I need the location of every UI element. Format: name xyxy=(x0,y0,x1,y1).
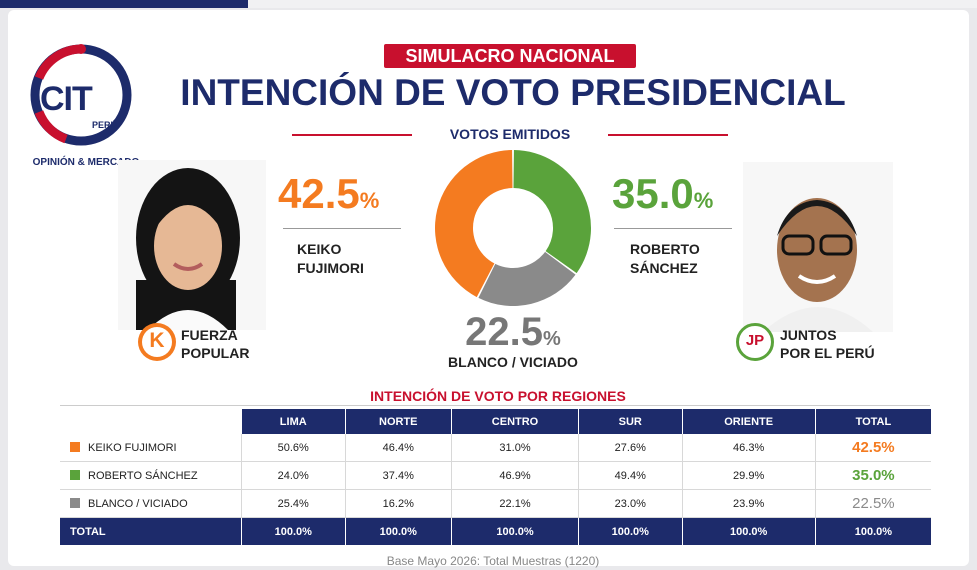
roberto-party: JUNTOS POR EL PERÚ xyxy=(780,326,875,362)
table-row-keiko: KEIKO FUJIMORI 50.6% 46.4% 31.0% 27.6% 4… xyxy=(60,434,931,462)
logo-country: PERÚ xyxy=(92,120,118,130)
header-cell: NORTE xyxy=(344,409,452,434)
header-cell: TOTAL xyxy=(814,409,931,434)
table-cell: 29.9% xyxy=(681,461,816,490)
table-cell: 31.0% xyxy=(451,434,579,462)
table-cell: 46.4% xyxy=(344,434,452,462)
blanco-swatch xyxy=(70,497,80,508)
total-cell: 35.0% xyxy=(814,461,931,490)
fuerza-popular-logo-icon: K xyxy=(138,323,176,361)
roberto-name-line1: ROBERTO xyxy=(630,241,700,257)
top-strip xyxy=(248,0,977,8)
total-cell: 22.5% xyxy=(814,489,931,518)
keiko-party: FUERZA POPULAR xyxy=(181,326,249,362)
subtitle-left-rule xyxy=(292,134,412,136)
table-row-roberto: ROBERTO SÁNCHEZ 24.0% 37.4% 46.9% 49.4% … xyxy=(60,461,931,490)
top-accent-bar xyxy=(0,0,248,8)
table-cell: 46.3% xyxy=(681,434,816,462)
roberto-party-line1: JUNTOS xyxy=(780,327,837,343)
keiko-pct: 42.5% xyxy=(278,170,380,217)
row-label: KEIKO FUJIMORI xyxy=(60,434,242,462)
table-row-total: TOTAL 100.0% 100.0% 100.0% 100.0% 100.0%… xyxy=(60,517,931,545)
infographic-card: CIT PERÚ OPINIÓN & MERCADO SIMULACRO NAC… xyxy=(8,10,969,568)
table-cell: 100.0% xyxy=(681,517,816,545)
simulacro-badge: SIMULACRO NACIONAL xyxy=(384,44,636,68)
subtitle-right-rule xyxy=(608,134,728,136)
keiko-name: KEIKO FUJIMORI xyxy=(297,240,364,278)
roberto-name: ROBERTO SÁNCHEZ xyxy=(630,240,700,278)
donut-slice-roberto xyxy=(513,150,591,274)
logo-text: CIT xyxy=(40,80,93,118)
header-blank-cell xyxy=(60,409,242,434)
table-cell: 23.9% xyxy=(681,489,816,518)
donut-slice-blanco xyxy=(478,251,576,306)
row-label: TOTAL xyxy=(60,517,242,545)
table-cell: 24.0% xyxy=(241,461,345,490)
keiko-party-line1: FUERZA xyxy=(181,327,238,343)
roberto-divider xyxy=(614,228,732,229)
blanco-pct: 22.5% xyxy=(465,310,561,354)
table-cell: 49.4% xyxy=(578,461,683,490)
roberto-name-line2: SÁNCHEZ xyxy=(630,260,698,276)
table-cell: 100.0% xyxy=(241,517,345,545)
table-cell: 22.1% xyxy=(451,489,579,518)
page-title: INTENCIÓN DE VOTO PRESIDENCIAL xyxy=(180,72,846,113)
roberto-swatch xyxy=(70,469,80,480)
keiko-divider xyxy=(283,228,401,229)
donut-chart xyxy=(435,150,591,306)
logo-ring-icon xyxy=(30,44,132,146)
total-cell: 42.5% xyxy=(814,434,931,462)
fuerza-popular-logo-letter: K xyxy=(149,329,165,352)
row-label-text: ROBERTO SÁNCHEZ xyxy=(88,469,198,482)
roberto-photo xyxy=(743,162,893,332)
table-cell: 100.0% xyxy=(451,517,579,545)
footer-note: Base Mayo 2026: Total Muestras (1220) xyxy=(386,554,600,568)
table-cell: 23.0% xyxy=(578,489,683,518)
keiko-party-line2: POPULAR xyxy=(181,345,250,361)
table-cell: 50.6% xyxy=(241,434,345,462)
table-cell: 16.2% xyxy=(344,489,452,518)
juntos-logo-letters: JP xyxy=(745,332,765,349)
header-cell: SUR xyxy=(578,409,683,434)
table-cell: 27.6% xyxy=(578,434,683,462)
roberto-party-line2: POR EL PERÚ xyxy=(780,345,875,361)
regions-divider xyxy=(60,405,930,406)
roberto-pct: 35.0% xyxy=(612,170,714,217)
row-label: BLANCO / VICIADO xyxy=(60,489,242,518)
table-cell: 100.0% xyxy=(344,517,452,545)
juntos-por-el-peru-logo-icon: JP xyxy=(736,323,774,361)
table-cell: 25.4% xyxy=(241,489,345,518)
keiko-name-line1: KEIKO xyxy=(297,241,342,257)
row-label-text: BLANCO / VICIADO xyxy=(88,497,188,510)
regions-table: LIMA NORTE CENTRO SUR ORIENTE TOTAL KEIK… xyxy=(60,409,931,545)
blanco-label: BLANCO / VICIADO xyxy=(448,354,578,370)
donut-slice-keiko xyxy=(435,150,513,298)
logo-subtitle: OPINIÓN & MERCADO xyxy=(32,157,140,168)
regions-header-row: LIMA NORTE CENTRO SUR ORIENTE TOTAL xyxy=(60,409,931,434)
table-cell: 37.4% xyxy=(344,461,452,490)
subtitle: VOTOS EMITIDOS xyxy=(449,126,571,142)
table-cell: 100.0% xyxy=(814,517,931,545)
subtitle-row: VOTOS EMITIDOS xyxy=(292,126,728,144)
keiko-name-line2: FUJIMORI xyxy=(297,260,364,276)
keiko-swatch xyxy=(70,441,80,452)
row-label-text: KEIKO FUJIMORI xyxy=(88,441,177,454)
table-cell: 100.0% xyxy=(578,517,683,545)
header-cell: CENTRO xyxy=(451,409,579,434)
regions-title: INTENCIÓN DE VOTO POR REGIONES xyxy=(370,388,626,404)
table-cell: 46.9% xyxy=(451,461,579,490)
header-cell: LIMA xyxy=(241,409,345,434)
row-label: ROBERTO SÁNCHEZ xyxy=(60,461,242,490)
header-cell: ORIENTE xyxy=(681,409,816,434)
keiko-photo xyxy=(118,160,266,330)
table-row-blanco: BLANCO / VICIADO 25.4% 16.2% 22.1% 23.0%… xyxy=(60,489,931,518)
